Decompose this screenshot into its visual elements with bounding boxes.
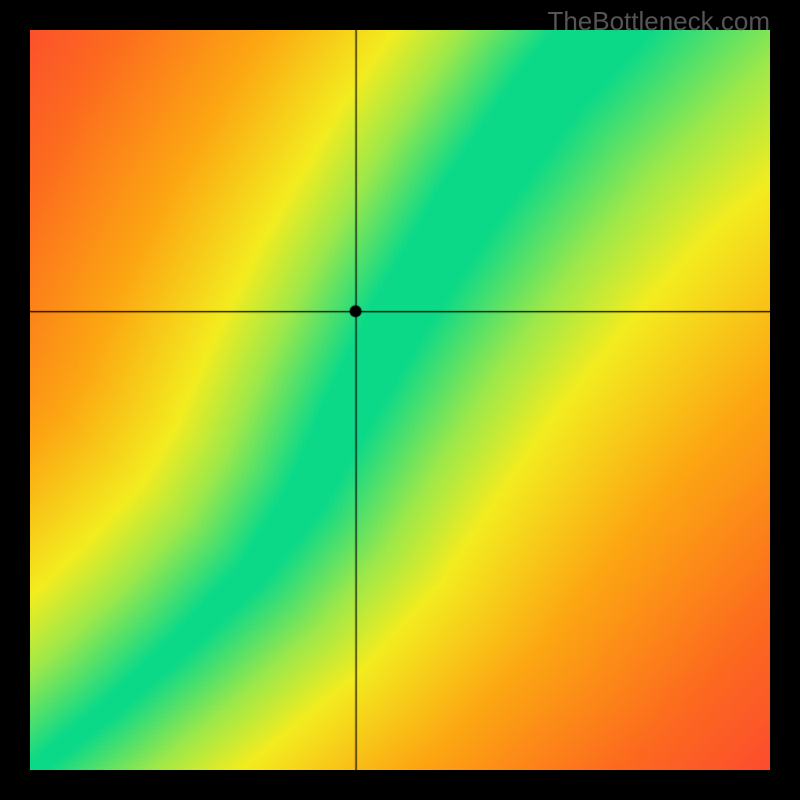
bottleneck-heatmap	[30, 30, 770, 770]
chart-container: TheBottleneck.com	[0, 0, 800, 800]
watermark-text: TheBottleneck.com	[547, 6, 770, 37]
